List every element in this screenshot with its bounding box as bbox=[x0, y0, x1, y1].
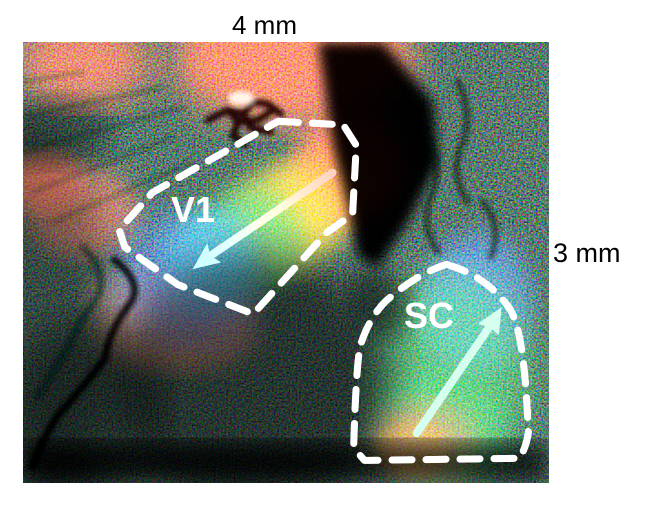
svg-text:SC: SC bbox=[404, 295, 454, 336]
svg-text:V1: V1 bbox=[171, 189, 215, 230]
